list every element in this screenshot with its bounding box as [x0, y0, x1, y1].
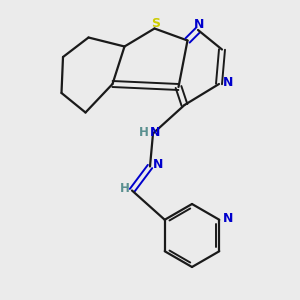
Text: H: H	[139, 125, 148, 139]
Text: H: H	[120, 182, 129, 196]
Text: N: N	[194, 18, 204, 31]
Text: S: S	[152, 16, 160, 30]
Text: N: N	[223, 76, 233, 89]
Text: N: N	[150, 125, 161, 139]
Text: N: N	[223, 212, 233, 225]
Text: N: N	[153, 158, 164, 172]
